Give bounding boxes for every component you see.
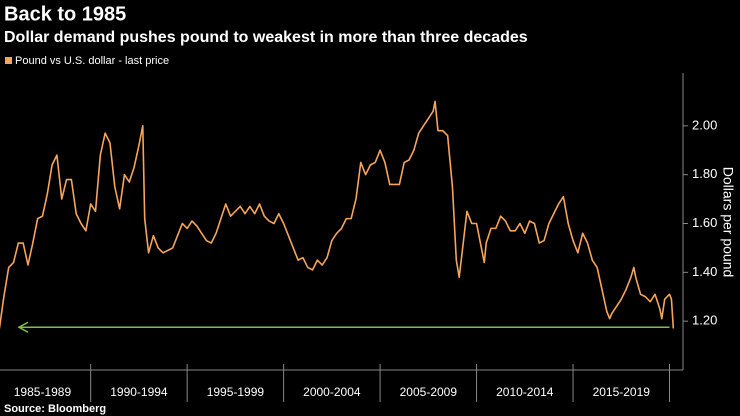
chart-title: Back to 1985 bbox=[4, 3, 126, 25]
x-period-label: 2015-2019 bbox=[593, 385, 651, 399]
y-axis-label: Dollars per pound bbox=[720, 167, 736, 278]
source: Source: Bloomberg bbox=[4, 403, 106, 415]
x-period-label: 1995-1999 bbox=[207, 385, 265, 399]
legend-label: Pound vs U.S. dollar - last price bbox=[15, 55, 169, 67]
x-period-label: 1985-1989 bbox=[14, 385, 72, 399]
y-tick-label: 2.00 bbox=[692, 117, 717, 132]
x-period-label: 2005-2009 bbox=[400, 385, 458, 399]
chart-subtitle: Dollar demand pushes pound to weakest in… bbox=[4, 29, 528, 46]
y-tick-label: 1.80 bbox=[692, 166, 717, 181]
x-period-label: 2010-2014 bbox=[496, 385, 554, 399]
x-period-label: 2000-2004 bbox=[303, 385, 361, 399]
annotation-arrowhead bbox=[17, 321, 29, 333]
legend-swatch bbox=[5, 57, 12, 64]
series-line bbox=[0, 100, 675, 330]
y-tick-label: 1.60 bbox=[692, 215, 717, 230]
y-tick-label: 1.40 bbox=[692, 264, 717, 279]
x-period-label: 1990-1994 bbox=[110, 385, 168, 399]
y-tick-label: 1.20 bbox=[692, 313, 717, 328]
